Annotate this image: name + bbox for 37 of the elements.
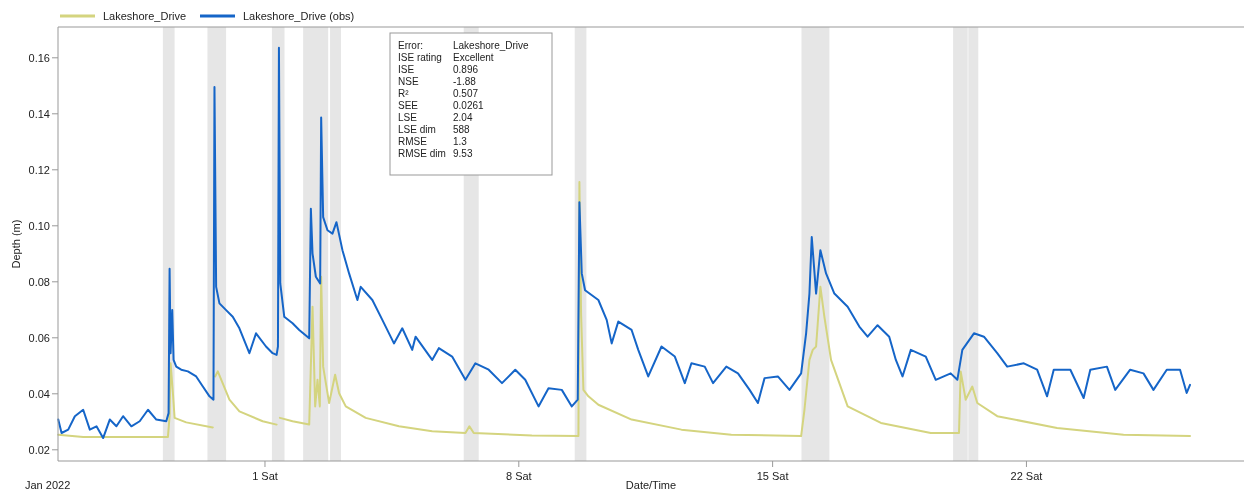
annotation: LSE bbox=[398, 112, 418, 123]
y-tick-label: 0.06 bbox=[28, 331, 50, 344]
x-axis-title: Date/Time bbox=[625, 479, 677, 491]
annotation: 1.3 bbox=[453, 136, 468, 147]
annotation: Error: bbox=[398, 40, 423, 51]
annotation: LSE dim bbox=[398, 124, 436, 135]
y-axis-title: Depth (m) bbox=[10, 219, 22, 269]
y-tick-label: 0.04 bbox=[28, 387, 50, 400]
y-tick-label: 0.08 bbox=[28, 275, 50, 288]
annotation: 0.896 bbox=[453, 64, 479, 75]
annotation: R² bbox=[398, 88, 410, 99]
y-tick-label: 0.12 bbox=[28, 163, 50, 176]
annotation: 588 bbox=[453, 124, 471, 135]
annotation: ISE rating bbox=[398, 52, 442, 63]
text: Jan 2022 bbox=[25, 479, 71, 491]
annotation: -1.88 bbox=[453, 76, 477, 87]
annotation: ISE bbox=[398, 64, 415, 75]
annotation: SEE bbox=[398, 100, 419, 111]
y-tick-label: 0.10 bbox=[28, 219, 50, 232]
y-tick-label: 0.14 bbox=[28, 107, 50, 120]
legend-label: Lakeshore_Drive (obs) bbox=[243, 9, 355, 22]
annotation: 9.53 bbox=[453, 148, 473, 159]
annotation: 0.507 bbox=[453, 88, 479, 99]
annotation: RMSE bbox=[398, 136, 428, 147]
x-tick-label: 1 Sat bbox=[252, 470, 278, 482]
x-tick-label: 22 Sat bbox=[1010, 470, 1043, 482]
y-tick-label: 0.02 bbox=[28, 443, 50, 456]
y-tick-label: 0.16 bbox=[28, 51, 50, 64]
annotation: 2.04 bbox=[453, 112, 473, 123]
annotation: 0.0261 bbox=[453, 100, 485, 111]
x-tick-label: 8 Sat bbox=[505, 470, 532, 482]
annotation: Lakeshore_Drive bbox=[453, 40, 530, 51]
x-tick-label: 15 Sat bbox=[756, 470, 789, 482]
annotation: RMSE dim bbox=[398, 148, 446, 159]
annotation: NSE bbox=[398, 76, 419, 87]
legend-label: Lakeshore_Drive bbox=[103, 9, 187, 22]
annotation: Excellent bbox=[453, 52, 494, 63]
